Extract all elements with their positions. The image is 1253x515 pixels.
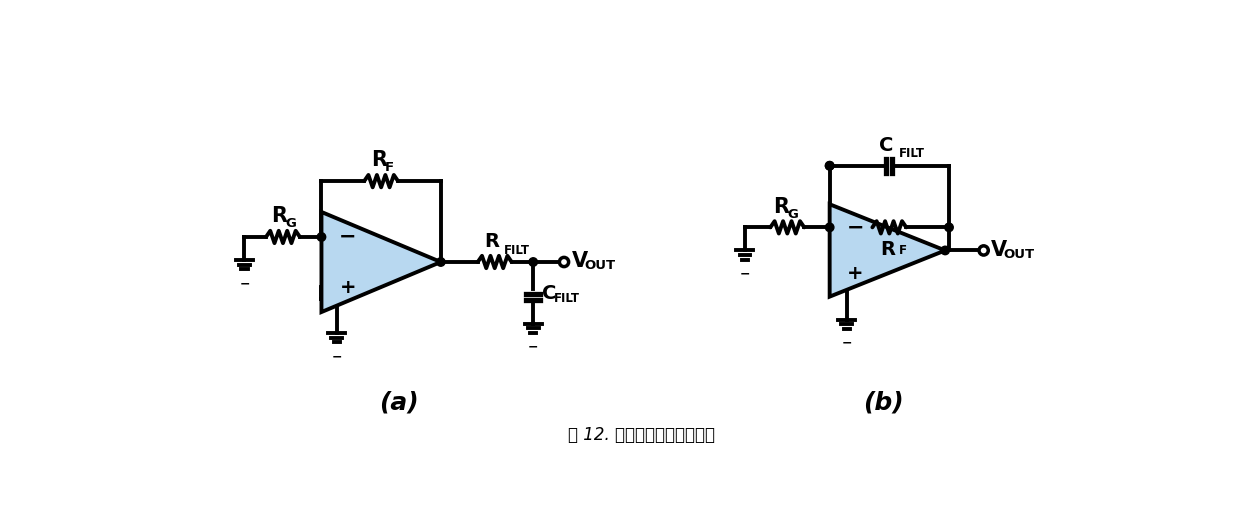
Circle shape bbox=[945, 223, 954, 232]
Circle shape bbox=[979, 246, 989, 255]
Text: (b): (b) bbox=[863, 391, 903, 415]
Text: G: G bbox=[787, 208, 798, 220]
Circle shape bbox=[826, 162, 834, 170]
Text: −: − bbox=[841, 337, 852, 350]
Text: −: − bbox=[528, 340, 539, 353]
Text: R: R bbox=[773, 197, 789, 217]
Text: −: − bbox=[332, 350, 342, 363]
Text: FILT: FILT bbox=[504, 244, 530, 256]
Text: OUT: OUT bbox=[1004, 248, 1035, 261]
Text: R: R bbox=[484, 232, 499, 251]
Circle shape bbox=[559, 258, 569, 267]
Text: V: V bbox=[991, 239, 1007, 260]
Text: +: + bbox=[847, 264, 863, 283]
Text: V: V bbox=[571, 251, 588, 271]
Text: −: − bbox=[739, 267, 751, 280]
Circle shape bbox=[826, 223, 834, 232]
Text: (a): (a) bbox=[378, 391, 419, 415]
Circle shape bbox=[941, 246, 950, 255]
Polygon shape bbox=[322, 212, 441, 312]
Text: F: F bbox=[385, 161, 395, 175]
Text: R: R bbox=[371, 150, 387, 170]
Text: FILT: FILT bbox=[898, 147, 925, 160]
Text: FILT: FILT bbox=[554, 293, 580, 305]
Text: C: C bbox=[543, 284, 556, 303]
Circle shape bbox=[436, 258, 445, 266]
Text: F: F bbox=[898, 244, 907, 258]
Text: C: C bbox=[880, 136, 893, 155]
Text: 图 12. 滤除伪像的放大器配置: 图 12. 滤除伪像的放大器配置 bbox=[569, 426, 715, 444]
Circle shape bbox=[317, 233, 326, 241]
Polygon shape bbox=[829, 204, 945, 297]
Circle shape bbox=[529, 258, 538, 266]
Text: G: G bbox=[286, 217, 297, 230]
Text: +: + bbox=[340, 278, 356, 297]
Text: OUT: OUT bbox=[584, 260, 615, 272]
Text: −: − bbox=[340, 227, 356, 247]
Circle shape bbox=[826, 162, 834, 170]
Text: R: R bbox=[271, 206, 287, 226]
Text: R: R bbox=[881, 239, 896, 259]
Text: −: − bbox=[239, 277, 249, 290]
Text: −: − bbox=[846, 217, 863, 237]
